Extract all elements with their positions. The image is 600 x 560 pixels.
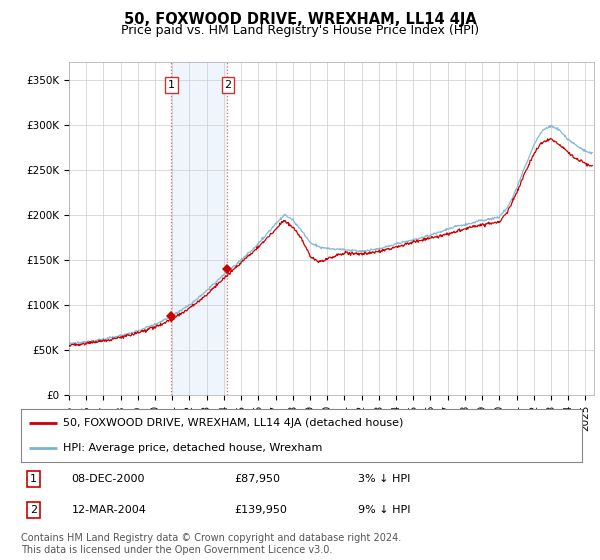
Text: Contains HM Land Registry data © Crown copyright and database right 2024.
This d: Contains HM Land Registry data © Crown c… xyxy=(21,533,401,555)
Text: 3% ↓ HPI: 3% ↓ HPI xyxy=(358,474,410,484)
Text: HPI: Average price, detached house, Wrexham: HPI: Average price, detached house, Wrex… xyxy=(63,442,322,452)
Text: 2: 2 xyxy=(224,80,232,90)
Text: 1: 1 xyxy=(168,80,175,90)
Text: Price paid vs. HM Land Registry's House Price Index (HPI): Price paid vs. HM Land Registry's House … xyxy=(121,24,479,37)
Text: 50, FOXWOOD DRIVE, WREXHAM, LL14 4JA: 50, FOXWOOD DRIVE, WREXHAM, LL14 4JA xyxy=(124,12,476,27)
Text: 9% ↓ HPI: 9% ↓ HPI xyxy=(358,505,410,515)
Bar xyxy=(171,62,227,395)
Text: £87,950: £87,950 xyxy=(234,474,280,484)
Text: 2: 2 xyxy=(30,505,37,515)
Text: 12-MAR-2004: 12-MAR-2004 xyxy=(71,505,146,515)
Text: 50, FOXWOOD DRIVE, WREXHAM, LL14 4JA (detached house): 50, FOXWOOD DRIVE, WREXHAM, LL14 4JA (de… xyxy=(63,418,403,428)
Text: 08-DEC-2000: 08-DEC-2000 xyxy=(71,474,145,484)
Text: £139,950: £139,950 xyxy=(234,505,287,515)
Text: 1: 1 xyxy=(30,474,37,484)
